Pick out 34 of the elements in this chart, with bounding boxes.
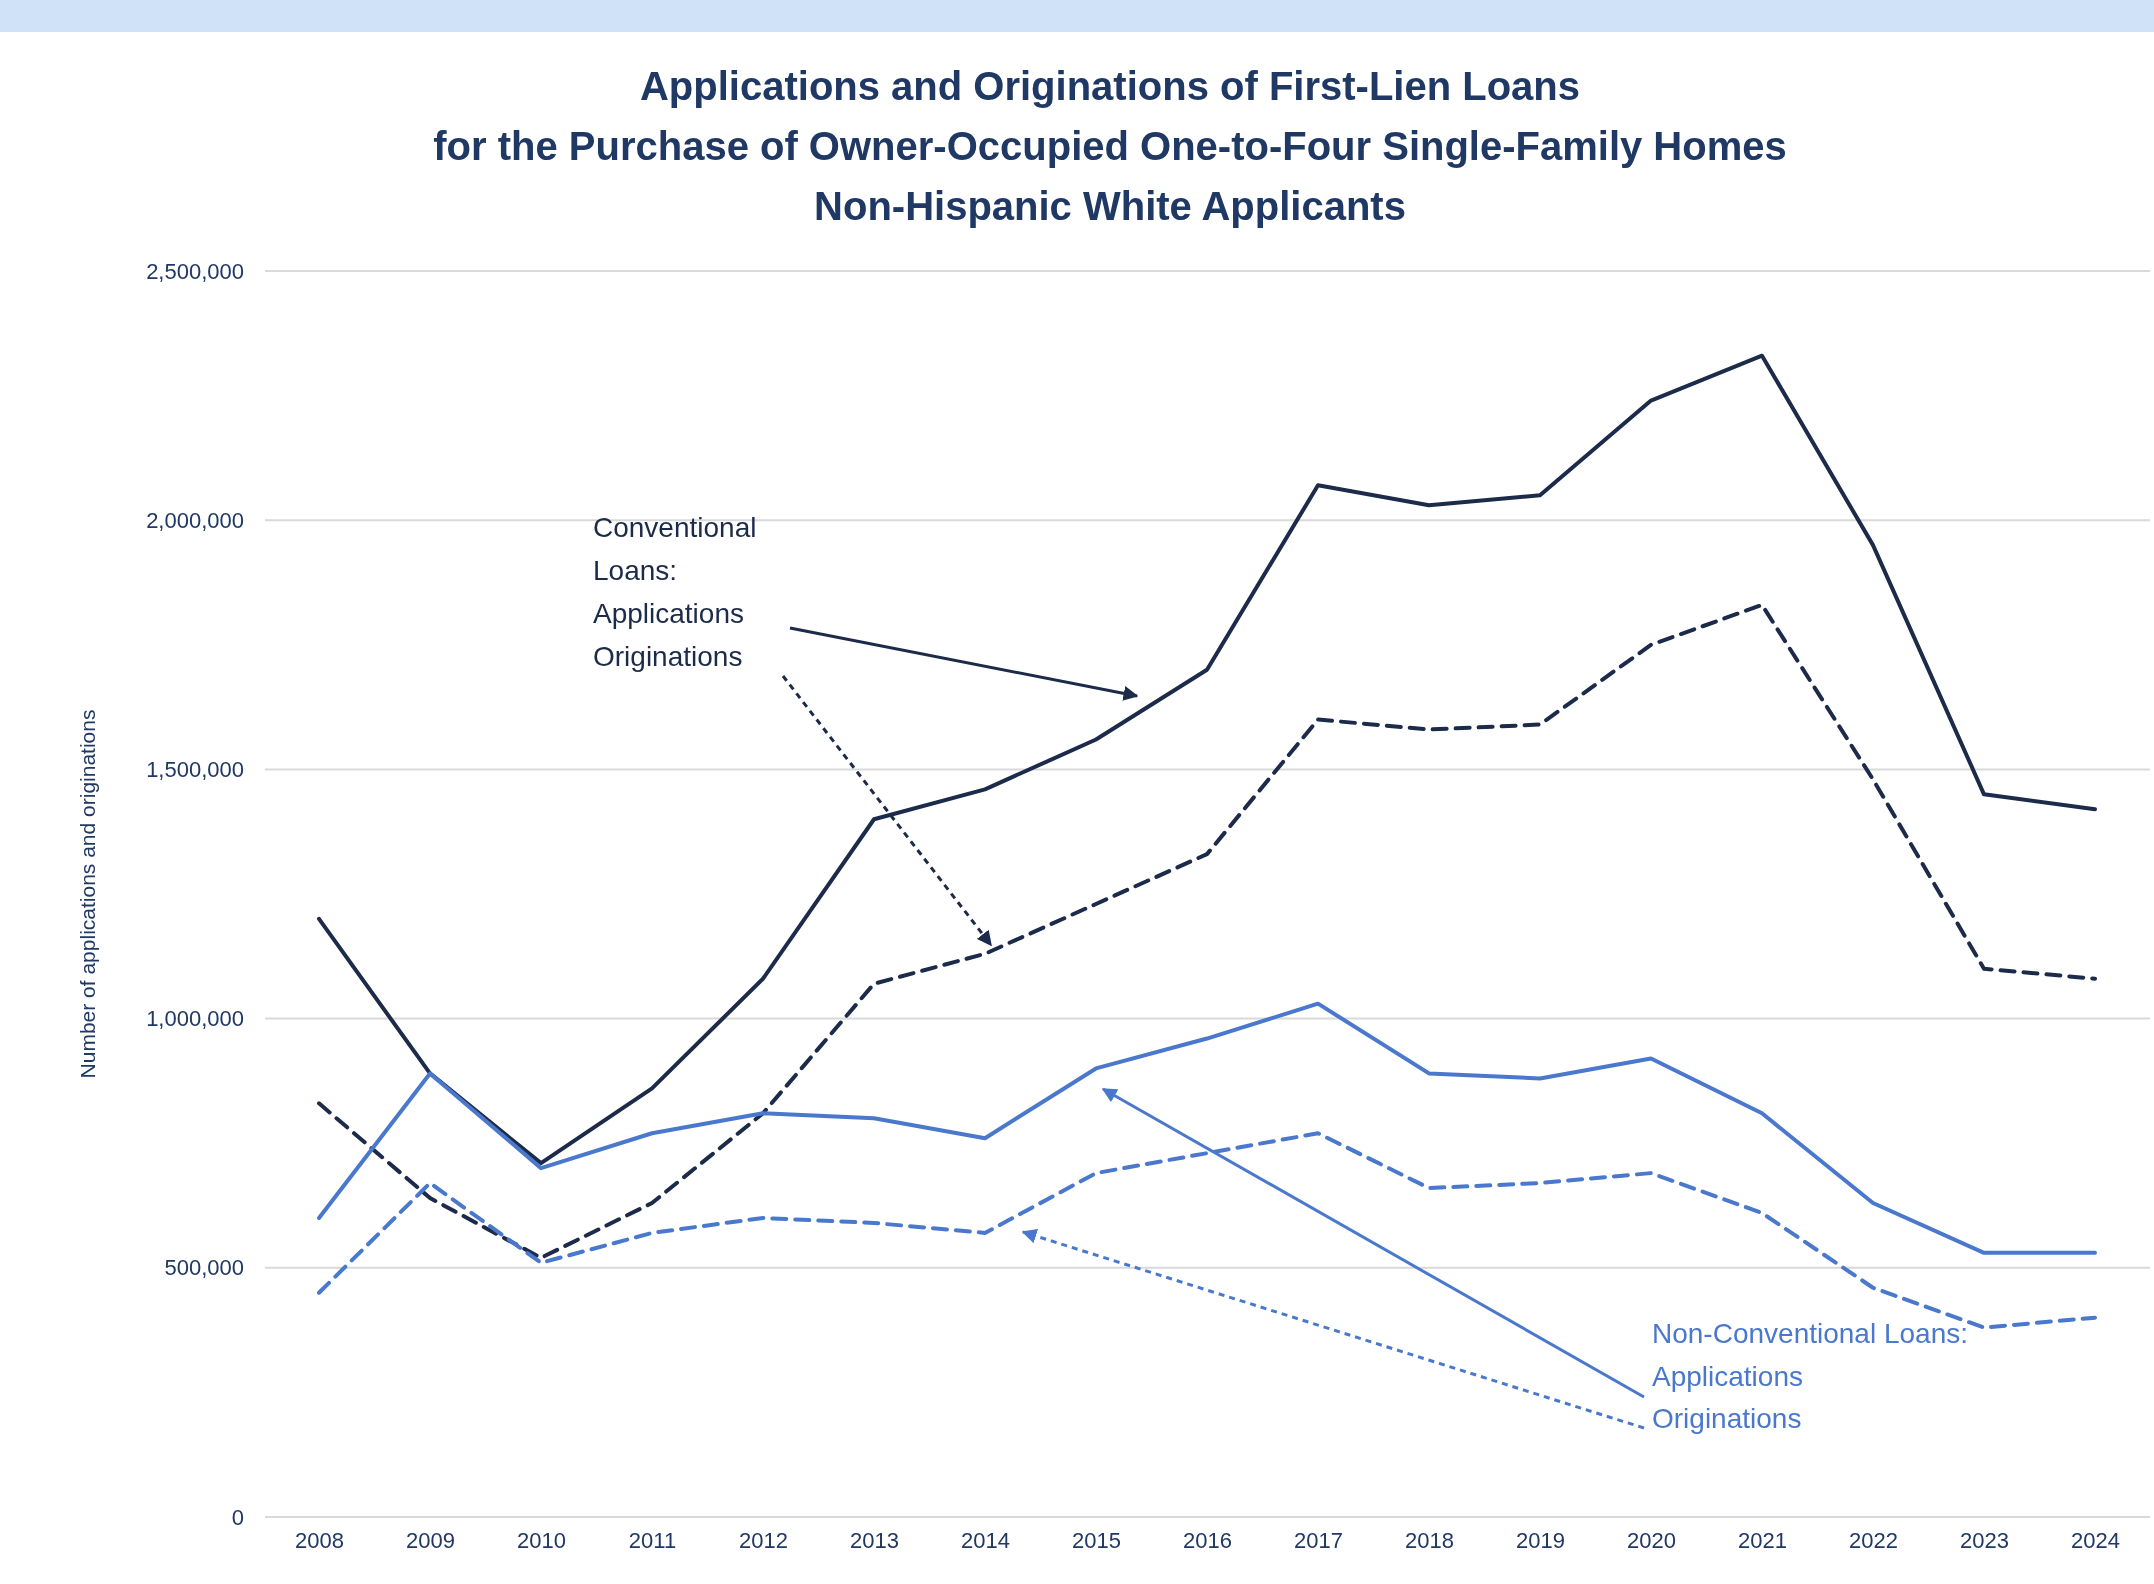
y-tick-label: 1,500,000: [146, 756, 244, 782]
annotation: Applications: [1652, 1361, 1803, 1392]
x-tick-label: 2012: [739, 1527, 788, 1553]
line-series: [317, 602, 2097, 1260]
x-tick-label: 2010: [517, 1527, 566, 1553]
x-tick-label: 2009: [406, 1527, 455, 1553]
x-tick-label: 2015: [1072, 1527, 1121, 1553]
x-tick-label: 2008: [295, 1527, 344, 1553]
line-series: [317, 1001, 2097, 1255]
annotation: Originations: [593, 641, 743, 672]
x-tick-label: 2017: [1294, 1527, 1343, 1553]
x-tick-label: 2022: [1849, 1527, 1898, 1553]
y-tick-label: 2,000,000: [146, 507, 244, 533]
line-series: [317, 353, 2097, 1166]
chart-title: Applications and Originations of First-Lien Loans for the Purchase of Owner-Occupied One-to-Four Single-Family Homes Non-Hispanic White Applicants: [433, 64, 1787, 228]
x-tick-label: 2019: [1516, 1527, 1565, 1553]
x-tick-label: 2023: [1960, 1527, 2009, 1553]
x-tick-label: 2018: [1405, 1527, 1454, 1553]
x-tick-label: 2024: [2071, 1527, 2120, 1553]
y-tick-label: 2,500,000: [146, 258, 244, 284]
x-tick-label: 2011: [628, 1527, 677, 1553]
y-tick-label: 0: [231, 1504, 244, 1530]
annotation: Non-Conventional Loans:: [1652, 1318, 1968, 1349]
x-tick-label: 2014: [961, 1527, 1010, 1553]
x-tick-label: 2020: [1627, 1527, 1676, 1553]
annotation: Originations: [1652, 1403, 1802, 1434]
y-tick-label: 500,000: [164, 1255, 244, 1281]
y-tick-label: 1,000,000: [146, 1006, 244, 1032]
annotation: Applications: [593, 598, 744, 629]
y-axis-title: Number of applications and originations: [76, 709, 99, 1079]
x-tick-label: 2021: [1738, 1527, 1787, 1553]
x-tick-label: 2016: [1183, 1527, 1232, 1553]
x-tick-label: 2013: [850, 1527, 899, 1553]
annotation: Conventional Loans:: [593, 512, 757, 586]
